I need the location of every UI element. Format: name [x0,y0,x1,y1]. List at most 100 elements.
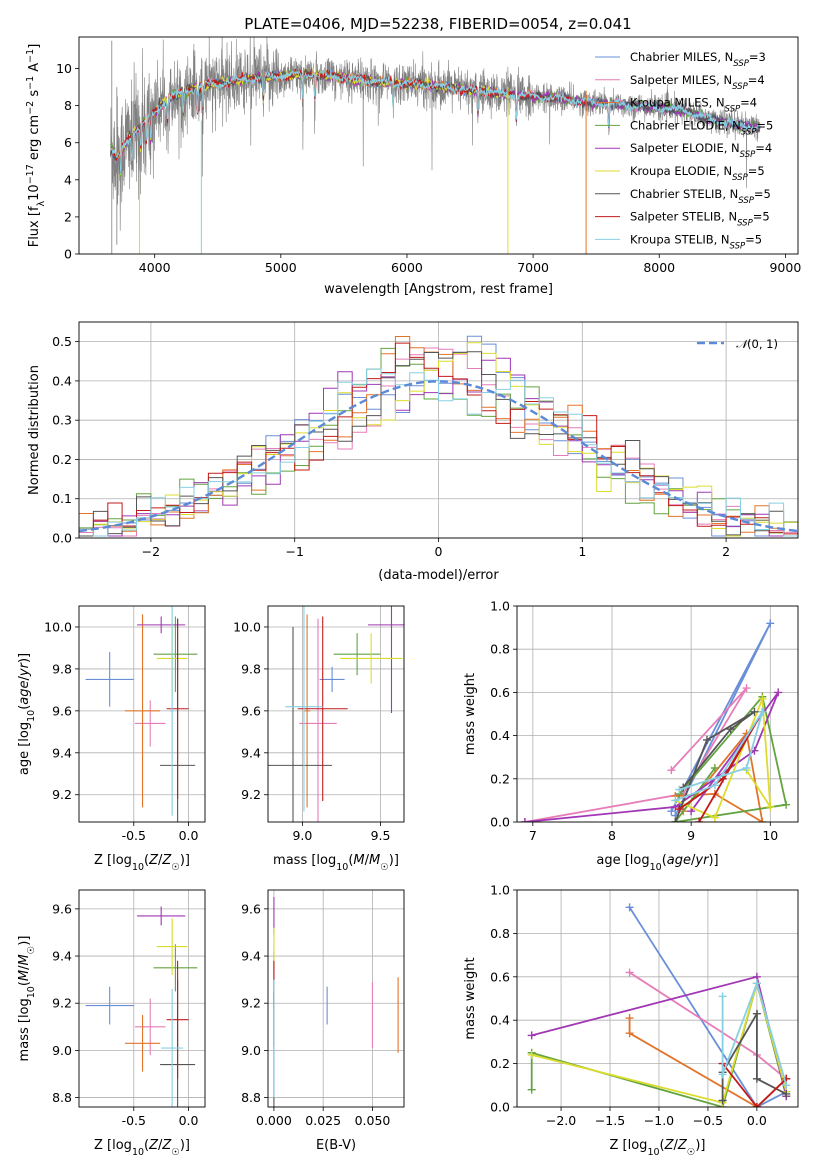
y-tick-label: 0 [64,247,72,262]
y-tick-label: 9.8 [52,661,72,676]
y-tick-label: 4 [64,172,72,187]
y-tick-label: 0.5 [52,334,72,349]
weight-series-5 [524,691,780,822]
x-tick-label: 9.5 [371,828,391,843]
point-marker [687,807,696,816]
point-marker [758,818,767,822]
y-tick-label: 0.4 [490,728,510,743]
x-tick-label: 2 [722,544,730,559]
x-axis-label: Z [log10(Z/Z☉)] [610,1138,706,1158]
y-tick-label: 9.4 [241,745,261,760]
point-marker [758,707,767,716]
point-marker [675,785,684,794]
y-tick-label: 9.2 [52,996,72,1011]
normal-curve [79,380,798,533]
spectrum-axes: 4000 5000 6000 7000 8000 9000 0 2 4 6 8 10 [56,61,801,275]
y-tick-label: 8.8 [52,1090,72,1105]
point-marker [774,688,783,697]
y-tick-label: 0.2 [490,771,510,786]
point-marker [625,903,634,912]
x-tick-label: 9000 [769,260,801,275]
figure-title: PLATE=0406, MJD=52238, FIBERID=0054, z=0… [244,15,631,33]
spectrum-lines [110,37,761,254]
point-marker [527,1085,536,1094]
weight-series-1 [628,906,787,1107]
y-tick-label: 0.0 [490,1100,510,1115]
x-tick-label: 0.025 [305,1113,341,1128]
histogram-legend: 𝒩(0, 1) [697,337,778,351]
axes-frame [516,889,799,1108]
legend-entry: Salpeter MILES, NSSP=4 [630,73,765,92]
x-tick-label: 5000 [265,260,297,275]
y-tick-label: 0.4 [490,1013,510,1028]
x-tick-label: −2 [142,544,160,559]
point-marker [766,619,775,628]
point-marker [710,764,719,772]
y-tick-label: 9.2 [241,787,261,802]
weight-series-2 [524,687,748,822]
legend-entry: Chabrier ELODIE, NSSP=5 [630,118,773,137]
mass-vs-Z-points [85,906,198,1107]
y-tick-label: 0.8 [490,926,510,941]
weight-vs-age-series [520,619,791,822]
x-axis-label: (data-model)/error [378,568,499,583]
y-tick-label: 9.4 [241,949,261,964]
y-axis-label: mass [log10(M/M☉)] [17,936,37,1062]
axes-frame [267,605,405,823]
y-tick-label: 0.1 [52,491,72,506]
legend-entry: Salpeter STELIB, NSSP=5 [630,210,770,229]
x-tick-label: 0 [435,544,443,559]
point-marker [667,807,676,816]
x-axis-label: wavelength [Angstrom, rest frame] [324,282,553,297]
point-marker [675,805,684,814]
x-tick-label: 4000 [139,260,171,275]
x-axis-label: age [log10(age/yr)] [596,853,718,873]
point-marker [702,735,711,744]
x-axis-label: Z [log10(Z/Z☉)] [94,1138,190,1158]
point-marker [752,1074,761,1083]
axes-frame [78,321,799,539]
x-tick-label: −0.5 [693,1113,723,1128]
x-axis-label: Z [log10(Z/Z☉)] [94,853,190,873]
x-tick-label: −2.0 [546,1113,576,1128]
point-marker [782,800,791,809]
point-marker [625,1014,634,1023]
point-marker [625,1029,634,1038]
y-tick-label: 0.8 [490,642,510,657]
legend-entry: Kroupa STELIB, NSSP=5 [630,232,762,251]
residual-histogram-axes: −2 −1 0 1 2 0.0 0.1 0.2 0.3 0.4 0.5 [52,322,798,559]
x-tick-label: 0.0 [179,828,199,843]
y-tick-label: 9.0 [52,1043,72,1058]
histogram-9 [79,368,798,537]
x-axis-label: E(B-V) [316,1138,356,1153]
point-marker [625,968,634,977]
legend-entry: Salpeter ELODIE, NSSP=4 [630,141,772,160]
y-tick-label: 8 [64,98,72,113]
y-tick-label: 10.0 [44,619,72,634]
y-tick-label: 1.0 [490,599,510,614]
point-marker [742,684,751,693]
weight-vs-Z-series [527,903,791,1107]
x-axis-label: mass [log10(M/M☉)] [273,853,399,873]
y-axis-label: Flux [fλ10−17 erg cm−2 s−1 A−1] [25,44,47,248]
axes-frame [267,889,405,1108]
point-marker [710,813,719,822]
y-tick-label: 9.6 [52,901,72,916]
y-tick-label: 8.8 [241,1090,261,1105]
legend-entry: Kroupa MILES, NSSP=4 [630,96,757,115]
weight-series-6 [674,698,772,819]
point-marker [752,1009,761,1018]
point-marker [766,802,775,811]
point-marker [758,694,767,703]
mass-vs-EBV-points [273,897,399,1107]
mass-vs-Z-axes: -0.5 0.0 8.8 9.0 9.2 9.4 9.6 [52,890,205,1128]
spectrum-legend: Chabrier MILES, NSSP=3 Salpeter MILES, NS… [595,50,773,251]
x-tick-label: 10 [762,828,778,843]
point-marker [750,707,759,716]
point-marker [695,818,704,822]
point-marker [710,781,719,790]
weight-series-9 [721,980,788,1086]
point-marker [718,992,727,1001]
point-marker [671,796,680,805]
y-tick-label: 0.6 [490,685,510,700]
